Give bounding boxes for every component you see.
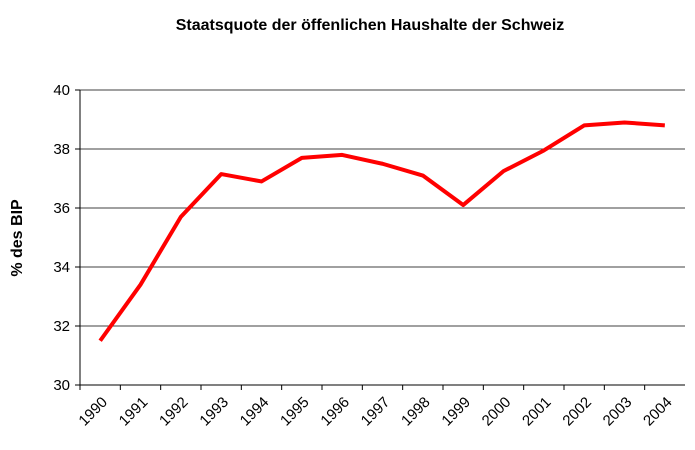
y-tick-label: 38: [53, 141, 70, 158]
line: [98, 120, 665, 342]
x-tick-label: 1993: [196, 394, 232, 430]
x-tick-label: 2003: [600, 394, 636, 430]
x-tick-label: 1994: [237, 394, 273, 430]
y-tick-label: 40: [53, 82, 70, 99]
y-tick-label: 30: [53, 377, 70, 394]
x-tick-label: 1996: [317, 394, 353, 430]
y-tick-label: 34: [53, 259, 70, 276]
y-tick-label: 32: [53, 318, 70, 335]
x-tick-label: 2002: [559, 394, 595, 430]
x-tick-label: 2001: [519, 394, 555, 430]
x-tick-label: 1990: [75, 394, 111, 430]
y-tick-label: 36: [53, 200, 70, 217]
x-tick-label: 1995: [277, 394, 313, 430]
x-tick-label: 2004: [640, 394, 676, 430]
x-tick-label: 1991: [116, 394, 152, 430]
x-tick-label: 1999: [438, 394, 474, 430]
x-tick-label: 2000: [479, 394, 515, 430]
x-tick-label: 1997: [358, 394, 394, 430]
y-axis-label: % des BIP: [9, 199, 26, 277]
chart-title: Staatsquote der öffenlichen Haushalte de…: [176, 17, 565, 34]
x-tick-label: 1998: [398, 394, 434, 430]
x-tick-label: 1992: [156, 394, 192, 430]
